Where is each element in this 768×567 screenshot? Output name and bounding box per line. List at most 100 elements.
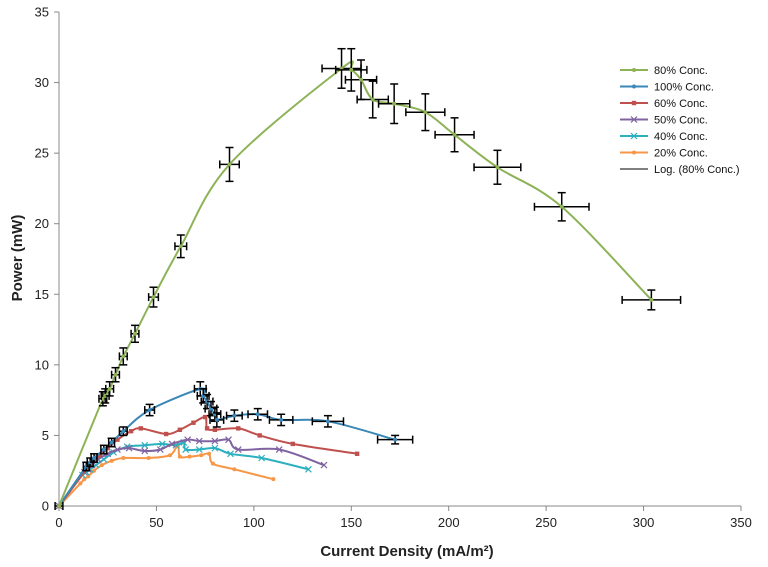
data-point [279,417,284,422]
marker-stroke [195,446,203,453]
data-point [257,433,262,438]
data-point [207,451,212,456]
legend-label: 60% Conc. [654,98,708,110]
data-point [168,440,176,448]
y-tick-label: 20 [35,216,49,231]
data-point [392,101,397,106]
legend-label: 80% Conc. [654,65,708,77]
x-axis-ticks: 0 50 100 150 200 250 300 350 [55,506,752,530]
marker-stroke [320,461,328,469]
marker-stroke [227,450,234,458]
series-50-conc [55,436,328,510]
data-point [86,474,91,479]
data-point [290,441,296,447]
x-tick-label: 0 [55,515,62,530]
data-point [184,436,192,444]
data-point [234,446,242,453]
data-point [132,331,137,336]
data-point [158,440,166,448]
legend-item: 40% Conc. [620,131,708,143]
plot-area: 0 50 100 150 200 250 300 350 0 5 10 15 20 25 30 35 [35,5,752,531]
data-point [195,437,203,445]
data-point [649,297,654,302]
x-tick-label: 300 [633,515,655,530]
data-point [177,454,182,459]
data-point [320,461,328,469]
legend-swatch-marker [631,100,637,106]
data-point [202,414,208,420]
data-point [105,445,110,451]
data-point [141,441,149,449]
series-line [58,60,653,507]
data-point [113,372,118,377]
data-point [354,451,360,456]
y-tick-label: 35 [35,5,49,20]
data-point [214,417,219,422]
marker-stroke [211,444,219,452]
data-point [359,77,364,82]
data-point [178,244,183,249]
legend-label: 50% Conc. [654,115,708,127]
data-point [97,452,103,458]
data-point [325,419,330,424]
marker-stroke [195,437,203,445]
legend-item: 100% Conc. [620,82,714,94]
data-point [146,456,151,461]
data-point [227,450,234,458]
x-tick-label: 200 [438,515,460,530]
x-tick-label: 50 [149,515,163,530]
x-tick-label: 250 [535,515,557,530]
legend-swatch-marker [632,150,636,155]
data-point [211,444,219,452]
data-point [121,354,126,359]
data-point [99,463,104,468]
marker-stroke [158,440,166,448]
data-point [182,446,190,453]
marker-stroke [184,436,192,444]
marker-stroke [125,444,133,452]
legend-label: 100% Conc. [654,82,714,94]
data-point [211,437,219,445]
marker-stroke [100,455,108,463]
data-point [114,446,121,453]
marker-stroke [156,446,164,453]
series-100-conc [57,381,414,508]
data-point [559,204,564,209]
data-point [452,132,457,137]
data-point [195,446,203,453]
y-tick-label: 15 [35,287,49,302]
data-point [495,165,500,170]
data-point [258,454,266,462]
data-point [92,456,97,461]
y-axis-ticks: 0 5 10 15 20 25 30 35 [35,5,59,514]
data-point [57,504,61,508]
data-point [151,295,156,300]
data-point [370,97,375,102]
data-point [156,446,164,453]
data-point [115,437,120,442]
data-point [204,426,210,431]
data-point [163,431,169,437]
marker-stroke [141,447,149,455]
data-point [121,429,126,434]
data-point [393,437,398,442]
data-point [125,444,133,452]
marker-stroke [172,441,180,449]
data-point [232,413,237,418]
y-tick-label: 25 [35,146,49,161]
x-tick-label: 100 [243,515,265,530]
series-40-conc [55,439,312,510]
data-point [210,461,215,466]
data-point [232,467,237,472]
legend-item: Log. (80% Conc.) [620,164,740,176]
marker-stroke [168,440,176,448]
legend-label: Log. (80% Conc.) [654,164,740,176]
legend-swatch-marker [630,132,638,140]
data-point [109,458,114,463]
data-point [187,454,192,459]
data-point [212,427,218,432]
marker-stroke [211,437,219,445]
marker-stroke [275,446,283,453]
data-point [225,436,232,444]
